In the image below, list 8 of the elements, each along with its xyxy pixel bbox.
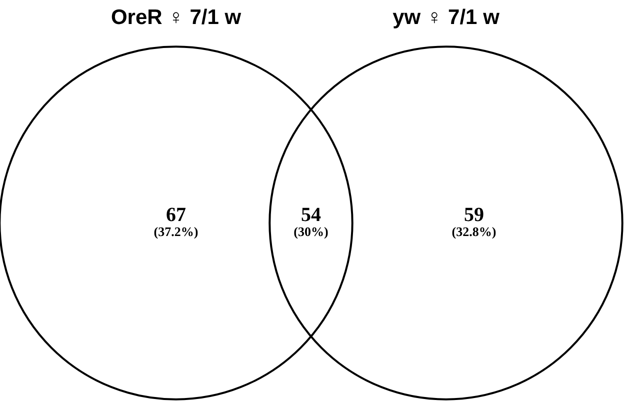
data-label: 67 xyxy=(166,204,186,226)
text: yw ♀ 7/1 w xyxy=(392,6,500,29)
data-label: 54 xyxy=(301,204,321,226)
text: (30%) xyxy=(294,224,328,239)
text: (37.2%) xyxy=(154,224,198,239)
text: OreR ♀ 7/1 w xyxy=(110,6,242,29)
text: (32.8%) xyxy=(452,224,496,239)
data-label: 59 xyxy=(464,204,484,226)
